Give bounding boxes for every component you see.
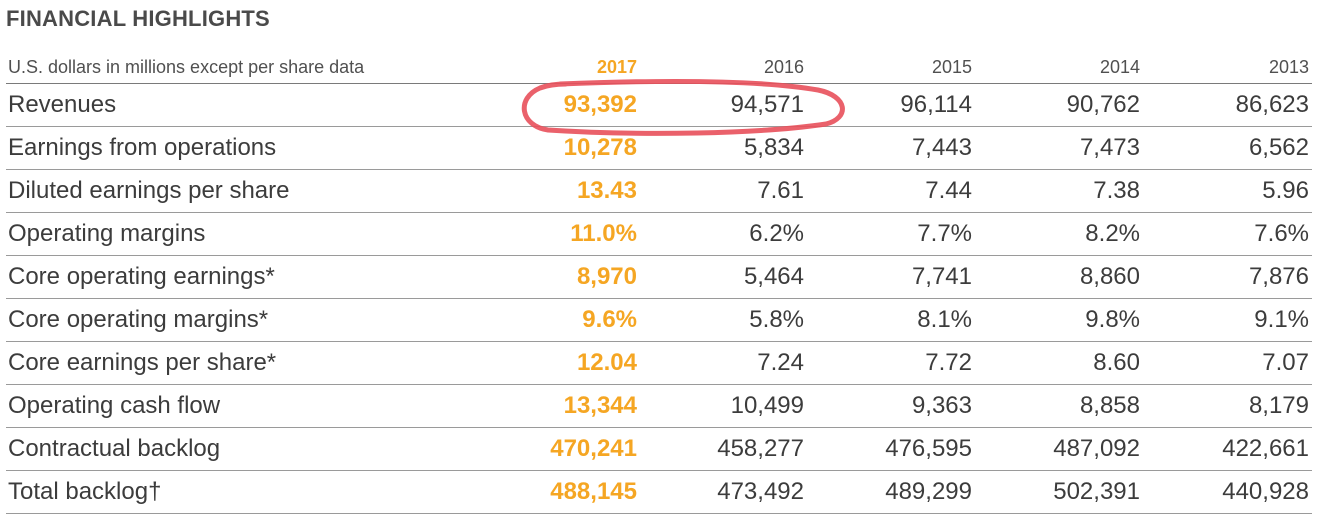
cell-2017: 93,392 bbox=[563, 91, 637, 118]
table-row-revenues: Revenues 93,392 94,571 96,114 90,762 86,… bbox=[6, 84, 1312, 127]
cell-2013: 86,623 bbox=[1235, 91, 1309, 118]
cell-2016: 5,834 bbox=[743, 134, 804, 161]
financial-highlights-table: U.S. dollars in millions except per shar… bbox=[6, 52, 1312, 514]
table-header-row: U.S. dollars in millions except per shar… bbox=[6, 52, 1312, 84]
cell-2017: 13.43 bbox=[576, 177, 637, 204]
cell-2017: 10,278 bbox=[563, 134, 637, 161]
table-row-core-operating-earnings: Core operating earnings* 8,970 5,464 7,7… bbox=[6, 256, 1312, 299]
cell-2013: 9.1% bbox=[1254, 306, 1309, 333]
cell-2015: 7,443 bbox=[911, 134, 972, 161]
cell-2014: 8.60 bbox=[1093, 349, 1140, 376]
cell-2015: 7.44 bbox=[925, 177, 972, 204]
row-label: Earnings from operations bbox=[8, 134, 277, 161]
table-row-core-operating-margins: Core operating margins* 9.6% 5.8% 8.1% 9… bbox=[6, 299, 1312, 342]
cell-2017: 11.0% bbox=[570, 220, 637, 247]
row-label: Total backlog† bbox=[8, 478, 162, 505]
cell-2017: 8,970 bbox=[576, 263, 637, 290]
cell-2015: 9,363 bbox=[911, 392, 972, 419]
page-title: FINANCIAL HIGHLIGHTS bbox=[6, 6, 270, 31]
table-row-earnings-from-operations: Earnings from operations 10,278 5,834 7,… bbox=[6, 127, 1312, 170]
cell-2016: 473,492 bbox=[717, 478, 804, 505]
cell-2017: 12.04 bbox=[576, 349, 637, 376]
cell-2015: 96,114 bbox=[900, 91, 972, 118]
cell-2013: 7,876 bbox=[1248, 263, 1309, 290]
cell-2014: 8.2% bbox=[1085, 220, 1140, 247]
row-label: Core earnings per share* bbox=[8, 349, 277, 376]
cell-2015: 7.7% bbox=[917, 220, 972, 247]
cell-2014: 487,092 bbox=[1053, 435, 1140, 462]
cell-2013: 8,179 bbox=[1248, 392, 1309, 419]
cell-2016: 7.61 bbox=[757, 177, 804, 204]
cell-2013: 7.6% bbox=[1254, 220, 1309, 247]
cell-2016: 5.8% bbox=[749, 306, 804, 333]
cell-2013: 5.96 bbox=[1262, 177, 1309, 204]
row-label: Core operating margins* bbox=[8, 306, 269, 333]
cell-2017: 470,241 bbox=[550, 435, 637, 462]
cell-2015: 7.72 bbox=[925, 349, 972, 376]
cell-2016: 10,499 bbox=[730, 392, 804, 419]
header-year-2015: 2015 bbox=[931, 57, 972, 77]
table-row-total-backlog: Total backlog† 488,145 473,492 489,299 5… bbox=[6, 471, 1312, 514]
cell-2013: 440,928 bbox=[1222, 478, 1309, 505]
cell-2014: 502,391 bbox=[1053, 478, 1140, 505]
row-label: Operating margins bbox=[8, 220, 206, 247]
row-label: Core operating earnings* bbox=[8, 263, 275, 290]
cell-2016: 94,571 bbox=[730, 91, 804, 118]
cell-2015: 489,299 bbox=[885, 478, 972, 505]
table-row-core-eps: Core earnings per share* 12.04 7.24 7.72… bbox=[6, 342, 1312, 385]
cell-2016: 6.2% bbox=[749, 220, 804, 247]
cell-2014: 8,858 bbox=[1079, 392, 1140, 419]
table-row-operating-cash-flow: Operating cash flow 13,344 10,499 9,363 … bbox=[6, 385, 1312, 428]
cell-2014: 90,762 bbox=[1066, 91, 1140, 118]
header-year-2016: 2016 bbox=[763, 57, 804, 77]
cell-2017: 13,344 bbox=[563, 392, 637, 419]
row-label: Revenues bbox=[8, 91, 117, 118]
cell-2014: 8,860 bbox=[1079, 263, 1140, 290]
cell-2013: 6,562 bbox=[1248, 134, 1309, 161]
header-year-2017: 2017 bbox=[596, 57, 637, 77]
cell-2017: 9.6% bbox=[582, 306, 637, 333]
row-label: Diluted earnings per share bbox=[8, 177, 290, 204]
cell-2015: 8.1% bbox=[917, 306, 972, 333]
cell-2016: 5,464 bbox=[743, 263, 804, 290]
cell-2014: 9.8% bbox=[1085, 306, 1140, 333]
table-row-contractual-backlog: Contractual backlog 470,241 458,277 476,… bbox=[6, 428, 1312, 471]
header-year-2014: 2014 bbox=[1099, 57, 1140, 77]
cell-2013: 422,661 bbox=[1222, 435, 1309, 462]
table-row-diluted-eps: Diluted earnings per share 13.43 7.61 7.… bbox=[6, 170, 1312, 213]
table-row-operating-margins: Operating margins 11.0% 6.2% 7.7% 8.2% 7… bbox=[6, 213, 1312, 256]
cell-2016: 7.24 bbox=[757, 349, 804, 376]
cell-2015: 7,741 bbox=[911, 263, 972, 290]
cell-2017: 488,145 bbox=[550, 478, 637, 505]
cell-2016: 458,277 bbox=[717, 435, 804, 462]
row-label: Contractual backlog bbox=[8, 435, 221, 462]
cell-2015: 476,595 bbox=[885, 435, 972, 462]
cell-2014: 7.38 bbox=[1093, 177, 1140, 204]
row-label: Operating cash flow bbox=[8, 392, 221, 419]
cell-2014: 7,473 bbox=[1079, 134, 1140, 161]
header-units-label: U.S. dollars in millions except per shar… bbox=[8, 57, 365, 77]
header-year-2013: 2013 bbox=[1268, 57, 1309, 77]
cell-2013: 7.07 bbox=[1262, 349, 1309, 376]
